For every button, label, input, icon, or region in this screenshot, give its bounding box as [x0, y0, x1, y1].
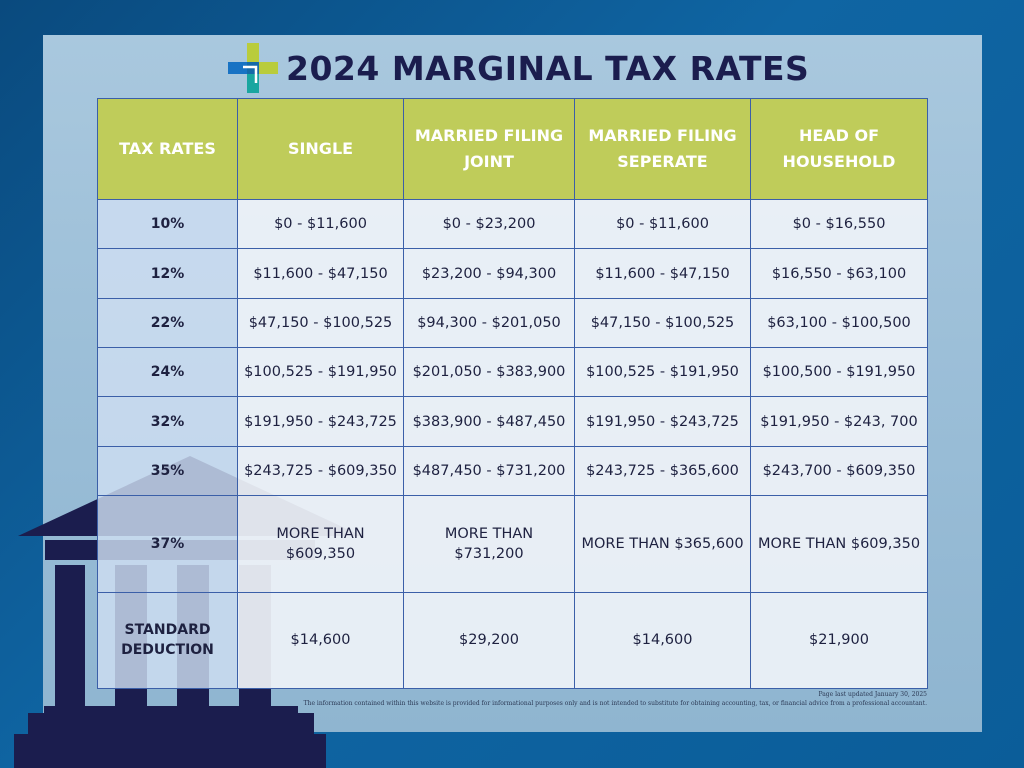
single-cell: $47,150 - $100,525 — [237, 297, 404, 349]
joint-cell: MORE THAN $731,200 — [403, 495, 575, 593]
joint-cell: $0 - $23,200 — [403, 198, 575, 250]
rate-cell: 10% — [97, 198, 238, 250]
separate-cell: MORE THAN $365,600 — [574, 495, 751, 593]
household-cell: MORE THAN $609,350 — [750, 495, 928, 593]
single-cell: $11,600 - $47,150 — [237, 248, 404, 299]
footer-notes: Page last updated January 30, 2025 The i… — [304, 690, 927, 708]
joint-cell: $23,200 - $94,300 — [403, 248, 575, 299]
rate-cell: 12% — [97, 248, 238, 299]
household-cell: $100,500 - $191,950 — [750, 347, 928, 398]
joint-cell: $29,200 — [403, 591, 575, 690]
page-header: 2024 MARGINAL TAX RATES — [228, 40, 848, 96]
table-row: 37% MORE THAN $609,350 MORE THAN $731,20… — [97, 495, 928, 593]
table-row: 32% $191,950 - $243,725 $383,900 - $487,… — [97, 396, 928, 447]
household-cell: $63,100 - $100,500 — [750, 297, 928, 349]
rate-cell: 35% — [97, 445, 238, 497]
single-cell: $0 - $11,600 — [237, 198, 404, 250]
rate-cell: 32% — [97, 396, 238, 447]
joint-cell: $383,900 - $487,450 — [403, 396, 575, 447]
joint-cell: $487,450 - $731,200 — [403, 445, 575, 497]
disclaimer-text: The information contained within this we… — [303, 700, 927, 707]
table-row: 24% $100,525 - $191,950 $201,050 - $383,… — [97, 347, 928, 398]
header-married-filing-joint: MARRIED FILING JOINT — [403, 98, 575, 200]
separate-cell: $243,725 - $365,600 — [574, 445, 751, 497]
last-updated-text: Page last updated January 30, 2025 — [818, 691, 927, 698]
table-row-standard-deduction: STANDARD DEDUCTION $14,600 $29,200 $14,6… — [97, 591, 928, 690]
separate-cell: $0 - $11,600 — [574, 198, 751, 250]
header-married-filing-separate: MARRIED FILING SEPERATE — [574, 98, 751, 200]
table-header-row: TAX RATES SINGLE MARRIED FILING JOINT MA… — [97, 98, 928, 200]
page-title: 2024 MARGINAL TAX RATES — [286, 48, 810, 88]
single-cell: $191,950 - $243,725 — [237, 396, 404, 447]
rate-cell: 22% — [97, 297, 238, 349]
header-tax-rates: TAX RATES — [97, 98, 238, 200]
separate-cell: $11,600 - $47,150 — [574, 248, 751, 299]
single-cell: $243,725 - $609,350 — [237, 445, 404, 497]
rate-cell: STANDARD DEDUCTION — [97, 591, 238, 690]
joint-cell: $94,300 - $201,050 — [403, 297, 575, 349]
separate-cell: $100,525 - $191,950 — [574, 347, 751, 398]
separate-cell: $14,600 — [574, 591, 751, 690]
household-cell: $21,900 — [750, 591, 928, 690]
single-cell: $100,525 - $191,950 — [237, 347, 404, 398]
table-row: 22% $47,150 - $100,525 $94,300 - $201,05… — [97, 297, 928, 349]
household-cell: $191,950 - $243, 700 — [750, 396, 928, 447]
household-cell: $16,550 - $63,100 — [750, 248, 928, 299]
household-cell: $243,700 - $609,350 — [750, 445, 928, 497]
tax-rates-table: TAX RATES SINGLE MARRIED FILING JOINT MA… — [97, 98, 928, 690]
cross-logo-icon — [228, 43, 278, 93]
table-row: 35% $243,725 - $609,350 $487,450 - $731,… — [97, 445, 928, 497]
table-row: 12% $11,600 - $47,150 $23,200 - $94,300 … — [97, 248, 928, 299]
rate-cell: 37% — [97, 495, 238, 593]
table-row: 10% $0 - $11,600 $0 - $23,200 $0 - $11,6… — [97, 198, 928, 250]
separate-cell: $47,150 - $100,525 — [574, 297, 751, 349]
header-single: SINGLE — [237, 98, 404, 200]
header-head-of-household: HEAD OF HOUSEHOLD — [750, 98, 928, 200]
rate-cell: 24% — [97, 347, 238, 398]
household-cell: $0 - $16,550 — [750, 198, 928, 250]
joint-cell: $201,050 - $383,900 — [403, 347, 575, 398]
single-cell: $14,600 — [237, 591, 404, 690]
single-cell: MORE THAN $609,350 — [237, 495, 404, 593]
separate-cell: $191,950 - $243,725 — [574, 396, 751, 447]
